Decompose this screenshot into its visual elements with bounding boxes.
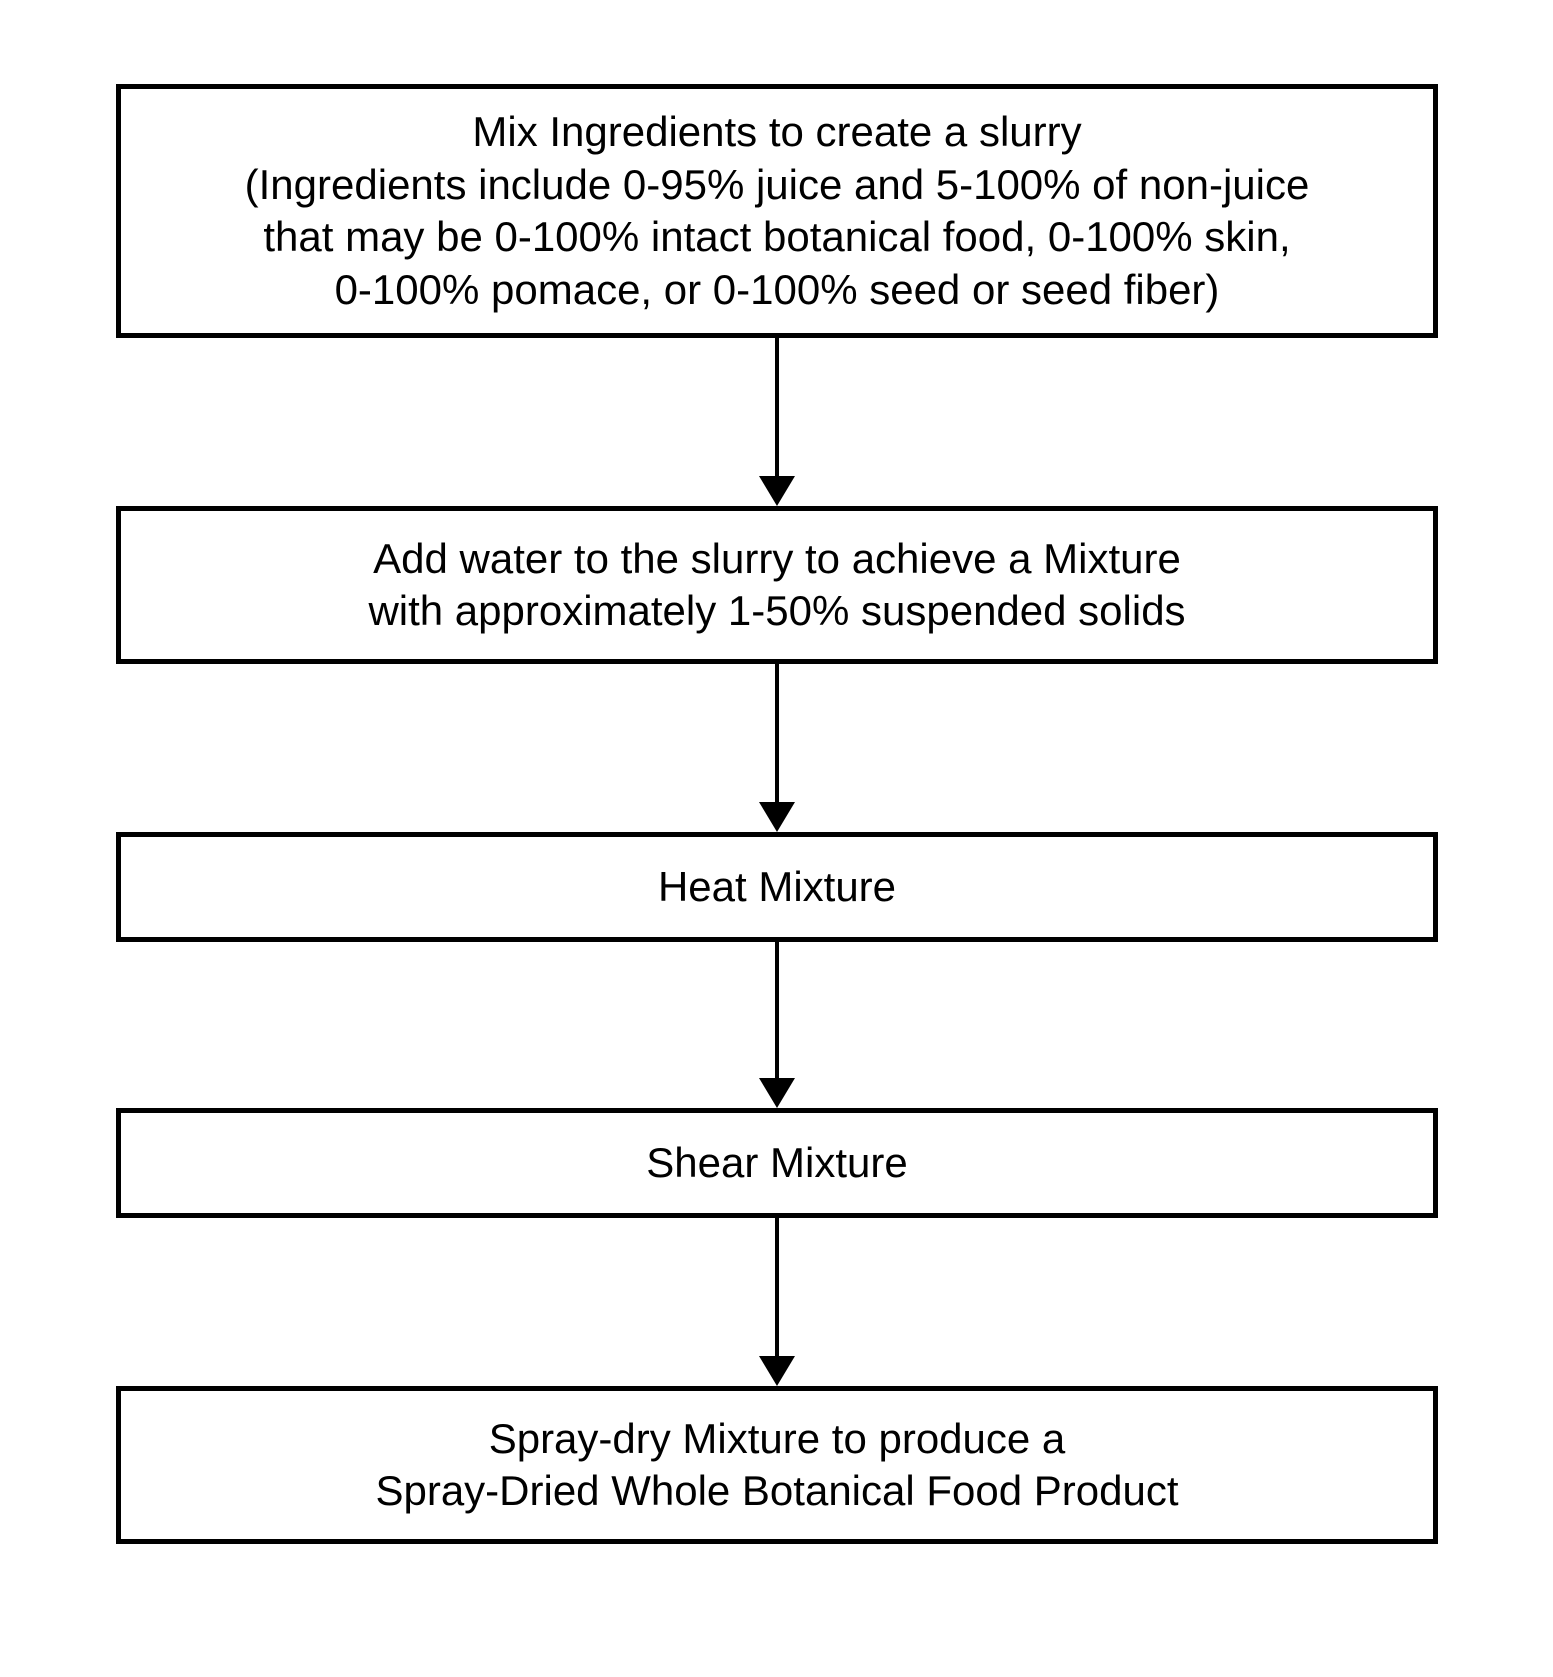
flow-node-line: 0-100% pomace, or 0-100% seed or seed fi… bbox=[335, 264, 1220, 317]
flow-node-spray-dry: Spray-dry Mixture to produce a Spray-Dri… bbox=[116, 1386, 1438, 1544]
flow-node-line: (Ingredients include 0-95% juice and 5-1… bbox=[245, 159, 1310, 212]
flow-arrow bbox=[757, 338, 797, 506]
flow-node-line: with approximately 1-50% suspended solid… bbox=[368, 585, 1185, 638]
arrow-head-icon bbox=[759, 802, 795, 832]
flow-arrow bbox=[757, 664, 797, 832]
flow-node-shear-mixture: Shear Mixture bbox=[116, 1108, 1438, 1218]
arrow-shaft bbox=[775, 338, 779, 478]
flow-node-line: Heat Mixture bbox=[658, 861, 896, 914]
flowchart-canvas: Mix Ingredients to create a slurry (Ingr… bbox=[0, 0, 1553, 1677]
flow-node-heat-mixture: Heat Mixture bbox=[116, 832, 1438, 942]
flow-node-add-water: Add water to the slurry to achieve a Mix… bbox=[116, 506, 1438, 664]
flow-node-line: Spray-Dried Whole Botanical Food Product bbox=[375, 1465, 1178, 1518]
flow-node-line: Add water to the slurry to achieve a Mix… bbox=[373, 533, 1181, 586]
flow-node-line: Mix Ingredients to create a slurry bbox=[472, 106, 1081, 159]
arrow-head-icon bbox=[759, 1356, 795, 1386]
flow-node-mix-ingredients: Mix Ingredients to create a slurry (Ingr… bbox=[116, 84, 1438, 338]
arrow-shaft bbox=[775, 1218, 779, 1358]
arrow-head-icon bbox=[759, 1078, 795, 1108]
arrow-shaft bbox=[775, 664, 779, 804]
arrow-shaft bbox=[775, 942, 779, 1080]
flow-node-line: that may be 0-100% intact botanical food… bbox=[263, 211, 1290, 264]
flow-node-line: Shear Mixture bbox=[646, 1137, 907, 1190]
flow-node-line: Spray-dry Mixture to produce a bbox=[489, 1413, 1066, 1466]
arrow-head-icon bbox=[759, 476, 795, 506]
flow-arrow bbox=[757, 942, 797, 1108]
flow-arrow bbox=[757, 1218, 797, 1386]
